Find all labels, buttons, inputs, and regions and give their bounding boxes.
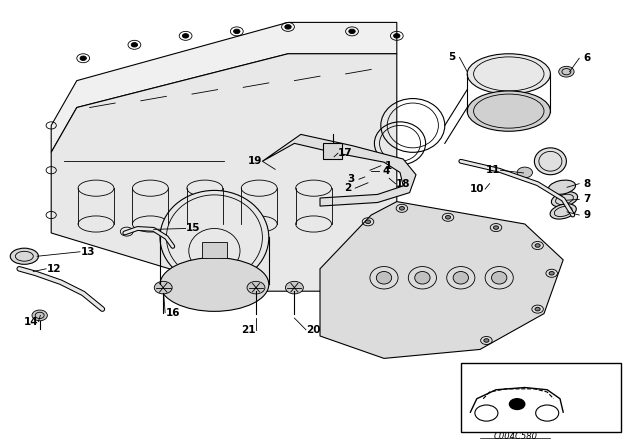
Text: 14: 14 [24, 317, 38, 327]
Text: 11: 11 [486, 165, 500, 175]
Polygon shape [51, 54, 397, 291]
Text: 10: 10 [470, 184, 484, 194]
Text: 12: 12 [47, 264, 61, 274]
Ellipse shape [160, 258, 269, 311]
Ellipse shape [467, 91, 550, 131]
Text: 8: 8 [583, 179, 591, 189]
Text: 19: 19 [248, 156, 262, 166]
Circle shape [32, 310, 47, 321]
Text: 18: 18 [396, 179, 410, 189]
Circle shape [182, 34, 189, 38]
Circle shape [484, 339, 489, 342]
Bar [461, 363, 621, 432]
Circle shape [80, 56, 86, 60]
Circle shape [445, 215, 451, 219]
Text: 6: 6 [583, 53, 591, 63]
Ellipse shape [10, 248, 38, 264]
Ellipse shape [160, 190, 269, 284]
Text: 21: 21 [241, 325, 255, 335]
Circle shape [285, 281, 303, 294]
Ellipse shape [534, 148, 566, 175]
Circle shape [365, 220, 371, 224]
Circle shape [535, 307, 540, 311]
Text: 20: 20 [307, 325, 321, 335]
Circle shape [394, 34, 400, 38]
Ellipse shape [467, 54, 550, 94]
Text: 13: 13 [81, 247, 95, 257]
Polygon shape [320, 202, 563, 358]
Circle shape [535, 244, 540, 247]
Ellipse shape [492, 271, 507, 284]
Ellipse shape [550, 204, 576, 219]
Circle shape [509, 399, 525, 409]
Text: C004C580: C004C580 [493, 432, 537, 441]
Ellipse shape [453, 271, 468, 284]
Text: 2: 2 [344, 183, 351, 193]
Text: 9: 9 [583, 210, 591, 220]
Circle shape [399, 207, 404, 210]
Text: 3: 3 [348, 174, 355, 184]
PathPatch shape [262, 134, 416, 206]
Circle shape [285, 25, 291, 29]
Text: 4: 4 [383, 166, 390, 176]
Text: 7: 7 [583, 194, 591, 204]
Circle shape [493, 226, 499, 229]
Ellipse shape [552, 192, 577, 207]
Circle shape [131, 43, 138, 47]
Text: 16: 16 [166, 308, 180, 318]
Text: 5: 5 [448, 52, 456, 62]
Bar [202, 242, 227, 258]
Ellipse shape [548, 180, 575, 194]
Bar [323, 143, 342, 159]
Circle shape [247, 281, 265, 294]
Circle shape [549, 271, 554, 275]
Circle shape [559, 66, 574, 77]
Circle shape [234, 29, 240, 34]
Polygon shape [51, 22, 397, 152]
Text: 17: 17 [339, 148, 353, 158]
Circle shape [517, 167, 532, 178]
Circle shape [154, 281, 172, 294]
Ellipse shape [376, 271, 392, 284]
Text: 1: 1 [385, 161, 392, 171]
Ellipse shape [415, 271, 430, 284]
Circle shape [349, 29, 355, 34]
Text: 15: 15 [186, 224, 200, 233]
